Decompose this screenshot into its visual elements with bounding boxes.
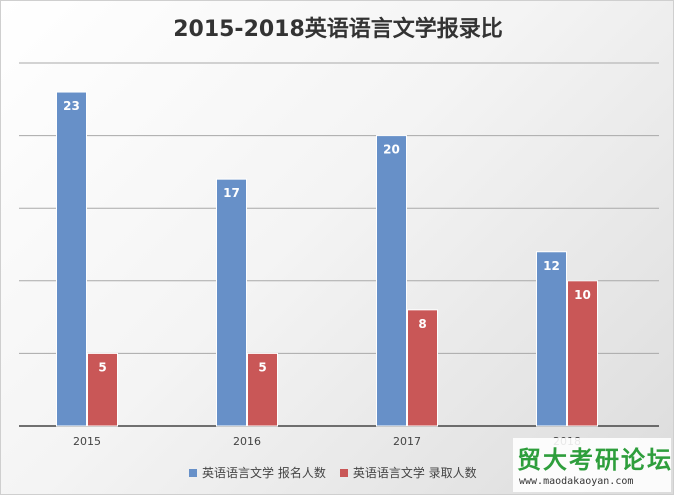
bar-applicants-2017 xyxy=(376,135,407,427)
data-label-admitted-2017: 8 xyxy=(418,317,426,331)
chart-title: 2015-2018英语语言文学报录比 xyxy=(173,17,503,42)
data-label-admitted-2015: 5 xyxy=(98,360,106,374)
bar-applicants-2018 xyxy=(536,251,567,427)
x-tick-label-2016: 2016 xyxy=(233,435,261,448)
bar-applicants-2015 xyxy=(56,91,87,427)
legend: 英语语言文学 报名人数 英语语言文学 录取人数 xyxy=(189,464,491,481)
bar-admitted-2016 xyxy=(247,352,278,427)
x-tick-label-2017: 2017 xyxy=(393,435,421,448)
x-tick-label-2015: 2015 xyxy=(73,435,101,448)
data-label-applicants-2016: 17 xyxy=(223,186,240,200)
legend-item-applicants: 英语语言文学 报名人数 xyxy=(189,464,326,481)
data-label-admitted-2018: 10 xyxy=(574,288,591,302)
data-label-admitted-2016: 5 xyxy=(258,360,266,374)
legend-label-admitted: 英语语言文学 录取人数 xyxy=(352,466,477,480)
legend-item-admitted: 英语语言文学 录取人数 xyxy=(339,464,477,481)
bar-admitted-2017 xyxy=(407,309,438,427)
legend-label-applicants: 英语语言文学 报名人数 xyxy=(202,466,326,480)
watermark: 贸大考研论坛 www.maodakaoyan.com xyxy=(513,438,671,492)
watermark-title: 贸大考研论坛 xyxy=(517,446,673,474)
watermark-url: www.maodakaoyan.com xyxy=(519,476,634,487)
data-label-applicants-2017: 20 xyxy=(383,143,400,157)
legend-swatch-admitted xyxy=(339,468,348,477)
legend-swatch-applicants xyxy=(189,468,197,477)
bar-applicants-2016 xyxy=(216,178,247,427)
data-label-applicants-2018: 12 xyxy=(543,259,560,273)
bar-admitted-2018 xyxy=(567,280,598,427)
data-label-applicants-2015: 23 xyxy=(63,99,80,113)
bar-admitted-2015 xyxy=(87,352,118,427)
